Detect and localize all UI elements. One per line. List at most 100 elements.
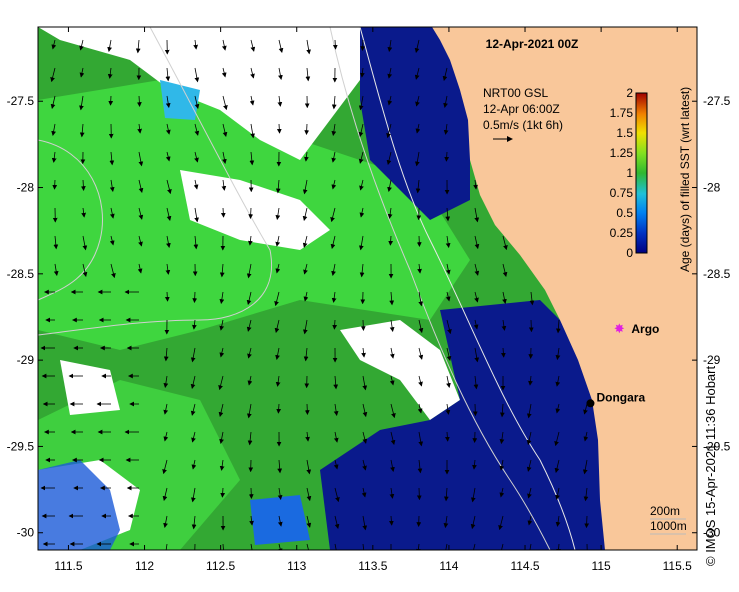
current-vector-arrow: [247, 375, 253, 386]
colorbar-ticks: 0 0.25 0.5 0.75 1 1.25 1.5 1.75 2: [610, 86, 634, 260]
current-vector-arrow: [414, 67, 420, 80]
current-vector-arrow: [190, 347, 196, 363]
current-vector-arrow: [303, 151, 309, 162]
y-tick-label: -28.5: [7, 267, 35, 281]
current-vector-arrow: [390, 459, 395, 472]
current-vector-arrow: [221, 67, 227, 78]
surface-current-arrows: [40, 39, 590, 550]
isobath-1000m: [359, 27, 576, 550]
current-vector-arrow: [136, 95, 142, 107]
current-vector-arrow: [443, 123, 449, 135]
current-vector-arrow: [499, 459, 505, 471]
current-vector-arrow: [474, 263, 480, 276]
current-vector-arrow: [389, 319, 395, 333]
current-vector-arrow: [331, 151, 337, 163]
current-vector-arrow: [194, 151, 199, 163]
current-vector-arrow: [583, 487, 589, 502]
current-vector-arrow: [330, 207, 336, 223]
current-vector-arrow: [499, 403, 505, 418]
credit-text: © IMOS 15-Apr-2021 11:36 Hobart: [703, 365, 718, 566]
current-vector-arrow: [362, 375, 368, 391]
isobath-legend-200m: 200m: [650, 504, 680, 518]
current-vector-arrow: [277, 459, 283, 474]
place-markers: ✸ Argo Dongara: [586, 321, 659, 408]
current-vector-arrow: [79, 123, 85, 138]
current-vector-arrow: [218, 403, 224, 418]
current-vector-arrow: [79, 95, 84, 111]
current-vector-arrow: [109, 179, 115, 193]
current-vector-arrow: [193, 235, 199, 250]
isobath-deep: [38, 27, 272, 336]
current-vector-arrow: [445, 403, 451, 415]
current-vector-arrow: [82, 235, 88, 251]
current-vector-arrow: [583, 403, 588, 415]
y-tick-label: -27.5: [7, 94, 35, 108]
current-vector-arrow: [359, 263, 365, 278]
current-vector-arrow: [470, 515, 476, 530]
current-vector-arrow: [387, 207, 393, 219]
current-vector-arrow: [190, 403, 196, 416]
current-vector-arrow: [473, 319, 479, 330]
current-vector-arrow: [302, 207, 308, 222]
current-vector-arrow: [306, 487, 312, 502]
current-vector-arrow: [249, 95, 255, 106]
current-vector-arrow: [246, 403, 252, 419]
y-tick-label: -28: [17, 181, 35, 195]
current-vector-arrow: [50, 95, 56, 110]
current-vector-arrow: [51, 151, 57, 163]
current-vector-arrow: [445, 263, 451, 275]
current-vector-arrow: [166, 179, 172, 195]
y-tick-label-right: -30: [703, 526, 721, 540]
current-vector-arrow: [305, 67, 311, 82]
current-vector-arrow: [584, 515, 590, 529]
current-vector-arrow: [163, 431, 169, 442]
current-vector-arrow: [418, 291, 424, 307]
current-vector-arrow: [164, 291, 170, 302]
current-vector-arrow: [246, 263, 252, 279]
current-vector-arrow: [276, 123, 282, 134]
current-vector-arrow: [302, 319, 308, 335]
current-vector-arrow: [220, 207, 226, 218]
current-vector-arrow: [82, 263, 88, 278]
current-vector-arrow: [250, 67, 255, 79]
current-vector-arrow: [390, 431, 396, 446]
current-vector-arrow: [501, 319, 507, 331]
current-vector-arrow: [443, 487, 449, 502]
current-vector-arrow: [277, 515, 283, 527]
current-vector-arrow: [246, 319, 252, 332]
current-vector-arrow: [332, 319, 338, 330]
current-vector-arrow: [276, 403, 282, 414]
current-vector-arrow: [358, 151, 364, 164]
no-data-region: [180, 170, 330, 250]
current-vector-arrow: [333, 459, 339, 470]
current-vector-arrow: [529, 543, 532, 550]
current-vector-arrow: [359, 179, 364, 191]
current-vector-arrow: [278, 67, 283, 80]
current-vector-arrow: [138, 179, 144, 194]
current-vector-arrow: [165, 263, 171, 275]
map-axes: 111.5 112 112.5 113 113.5 114 114.5 115 115.5 -27…: [7, 27, 731, 573]
map-plot-area: [38, 27, 697, 550]
current-vector-arrow: [304, 123, 310, 135]
sst-patch-mid-age: [38, 460, 120, 550]
current-vector-arrow: [275, 347, 280, 360]
current-vector-arrow: [249, 515, 254, 526]
current-vector-arrow: [108, 95, 114, 106]
current-vector-arrow: [222, 151, 227, 164]
current-vector-arrow: [222, 95, 228, 111]
current-vector-arrow: [331, 179, 337, 190]
sst-fresh-region: [320, 300, 605, 550]
current-vector-arrow: [390, 403, 396, 419]
current-vector-arrow: [163, 543, 169, 550]
current-vector-arrow: [417, 263, 422, 274]
current-vector-arrow: [138, 207, 144, 220]
current-vector-arrow: [418, 319, 424, 334]
place-label-argo: Argo: [631, 322, 659, 336]
current-vector-arrow: [163, 403, 169, 415]
current-vector-arrow: [306, 459, 312, 475]
colorbar-tick-label: 1.5: [616, 126, 633, 140]
current-vector-arrow: [555, 403, 561, 414]
no-data-region: [340, 320, 460, 420]
colorbar-tick-label: 0.25: [610, 226, 634, 240]
current-vector-arrow: [166, 207, 172, 222]
